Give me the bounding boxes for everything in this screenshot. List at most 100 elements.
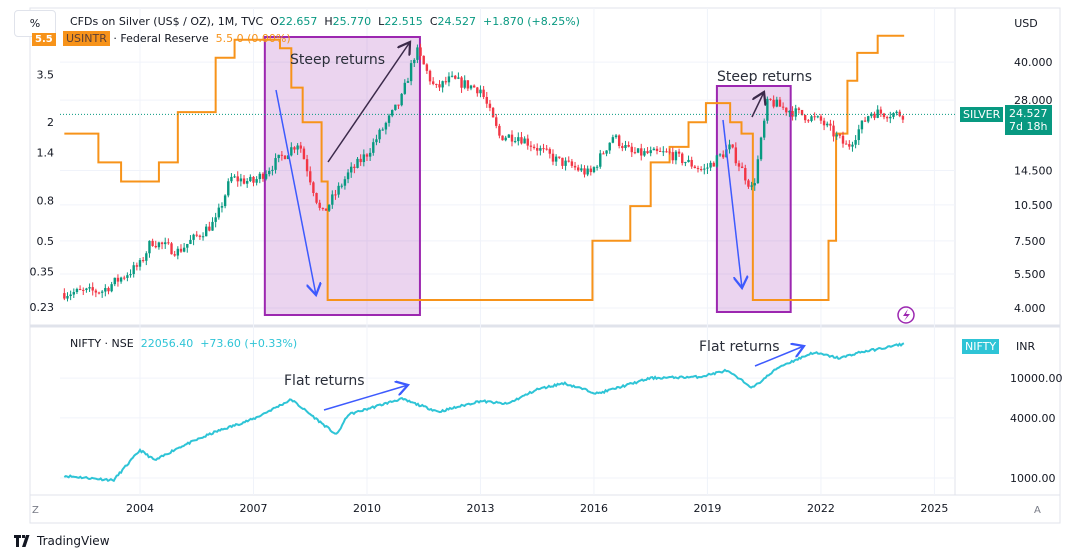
auto-scale-a-button[interactable]: A bbox=[1034, 505, 1041, 516]
silver-candle bbox=[431, 81, 435, 84]
silver-candle bbox=[220, 206, 224, 208]
silver-candle bbox=[217, 207, 221, 218]
silver-candle bbox=[536, 148, 539, 151]
silver-candle bbox=[100, 291, 104, 293]
silver-candle bbox=[614, 135, 618, 138]
silver-candle bbox=[835, 134, 838, 137]
silver-candle bbox=[630, 146, 633, 153]
silver-candle bbox=[110, 284, 113, 292]
silver-candle bbox=[362, 154, 366, 163]
silver-candle bbox=[567, 160, 570, 162]
silver-candle bbox=[472, 85, 476, 88]
silver-candle bbox=[785, 107, 788, 113]
silver-candle bbox=[668, 151, 671, 153]
tradingview-logo-icon bbox=[14, 535, 30, 547]
silver-candle bbox=[542, 148, 545, 150]
silver-candle bbox=[192, 234, 195, 240]
annotation-arrow bbox=[275, 89, 316, 295]
silver-candle bbox=[138, 260, 142, 267]
annotation-flat-returns-1: Flat returns bbox=[284, 373, 365, 389]
silver-candle bbox=[129, 274, 132, 276]
silver-candle bbox=[148, 240, 151, 254]
silver-candle bbox=[356, 158, 359, 168]
silver-candle bbox=[85, 288, 88, 290]
silver-candle bbox=[419, 47, 422, 56]
x-tick-label: 2013 bbox=[466, 502, 494, 515]
currency-usd-button[interactable]: USD bbox=[1008, 12, 1044, 34]
silver-candle bbox=[346, 172, 350, 180]
silver-candle bbox=[498, 125, 501, 136]
silver-candle bbox=[264, 174, 268, 179]
silver-candle bbox=[608, 142, 611, 151]
silver-candle bbox=[788, 110, 791, 113]
silver-candle bbox=[350, 166, 353, 173]
silver-candle bbox=[378, 129, 381, 140]
silver-candle bbox=[551, 153, 555, 162]
silver-candle bbox=[693, 166, 697, 169]
annotation-arrow bbox=[754, 346, 804, 367]
silver-candle bbox=[778, 99, 782, 107]
silver-price-tag: 24.527 7d 18h bbox=[1005, 105, 1052, 135]
bar-countdown: 7d 18h bbox=[1009, 120, 1048, 133]
silver-candle bbox=[176, 248, 180, 256]
silver-candle bbox=[94, 290, 98, 293]
silver-candle bbox=[305, 159, 309, 172]
silver-candle bbox=[299, 145, 302, 149]
silver-candle bbox=[901, 116, 905, 120]
tradingview-logo[interactable]: TradingView bbox=[14, 534, 110, 548]
silver-candle bbox=[78, 288, 82, 290]
usintr-y-tick-label: 0.5 bbox=[37, 235, 55, 248]
annotation-arrow bbox=[323, 385, 408, 411]
silver-candle bbox=[154, 245, 157, 248]
silver-candle bbox=[867, 116, 870, 122]
nifty-title[interactable]: NIFTY · NSE bbox=[70, 337, 134, 350]
silver-candle bbox=[706, 167, 709, 169]
silver-candle bbox=[734, 147, 738, 164]
silver-candle bbox=[510, 134, 514, 142]
silver-candle bbox=[740, 166, 744, 169]
silver-candle bbox=[539, 148, 542, 151]
usintr-symbol[interactable]: USINTR bbox=[63, 31, 110, 46]
silver-candle bbox=[898, 111, 901, 117]
silver-candle bbox=[343, 179, 347, 186]
silver-candle bbox=[775, 99, 779, 107]
silver-title[interactable]: CFDs on Silver (US$ / OZ), 1M, TVC bbox=[70, 15, 264, 28]
silver-candle bbox=[545, 148, 548, 150]
silver-candle bbox=[113, 277, 116, 285]
annotation-arrow bbox=[327, 42, 410, 163]
silver-candle bbox=[807, 120, 810, 122]
silver-candle bbox=[391, 110, 394, 116]
silver-candle bbox=[895, 111, 898, 114]
silver-candle bbox=[520, 137, 523, 144]
silver-candle bbox=[561, 157, 564, 166]
silver-y-tick-label: 10.500 bbox=[1014, 199, 1053, 212]
usintr-name: · Federal Reserve bbox=[113, 32, 209, 45]
silver-candle bbox=[599, 153, 602, 167]
silver-candle bbox=[554, 156, 558, 162]
low-label: L bbox=[378, 15, 385, 28]
silver-candle bbox=[469, 85, 473, 89]
silver-candle bbox=[592, 167, 596, 173]
silver-candle bbox=[116, 277, 120, 282]
silver-candle bbox=[548, 149, 552, 154]
silver-candle bbox=[104, 287, 107, 292]
silver-candle bbox=[655, 148, 659, 151]
silver-candle bbox=[293, 147, 296, 150]
silver-candle bbox=[699, 169, 703, 171]
silver-candle bbox=[576, 167, 580, 171]
silver-candle bbox=[223, 195, 227, 207]
silver-candle bbox=[759, 137, 763, 160]
silver-candle bbox=[438, 84, 441, 88]
silver-candle bbox=[712, 162, 715, 167]
silver-candle bbox=[860, 120, 864, 130]
inr-currency-label[interactable]: INR bbox=[1016, 340, 1036, 353]
silver-candle bbox=[873, 113, 876, 118]
silver-candle bbox=[227, 181, 230, 196]
silver-candle bbox=[72, 292, 75, 295]
usintr-y-tick-label: 3.5 bbox=[37, 68, 55, 81]
silver-candle bbox=[558, 156, 561, 158]
log-scale-z-button[interactable]: Z bbox=[32, 505, 39, 516]
silver-candle bbox=[892, 113, 895, 117]
percent-scale-button[interactable]: % bbox=[14, 10, 56, 37]
